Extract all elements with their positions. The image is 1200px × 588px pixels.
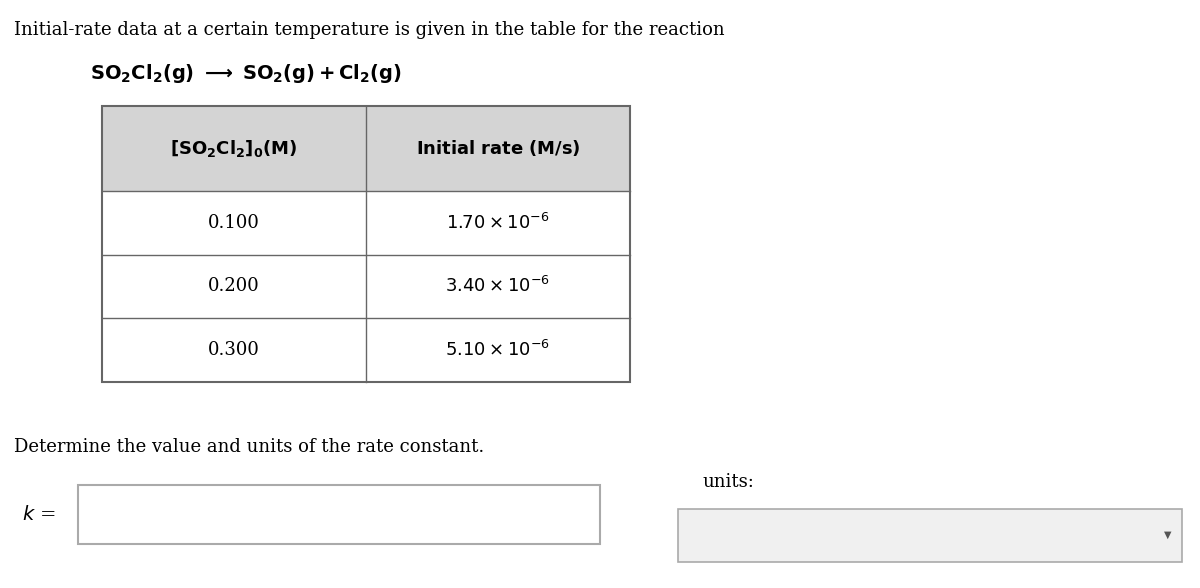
Text: $5.10 \times 10^{-6}$: $5.10 \times 10^{-6}$ [445,340,551,360]
Text: 0.100: 0.100 [208,214,260,232]
Text: $\mathbf{Initial\ rate\ (M/s)}$: $\mathbf{Initial\ rate\ (M/s)}$ [415,138,581,159]
Text: $k$ =: $k$ = [22,505,55,524]
Text: $1.70 \times 10^{-6}$: $1.70 \times 10^{-6}$ [446,213,550,233]
Text: Initial-rate data at a certain temperature is given in the table for the reactio: Initial-rate data at a certain temperatu… [14,21,725,39]
Text: $\mathbf{[SO_2Cl_2]_0(M)}$: $\mathbf{[SO_2Cl_2]_0(M)}$ [170,138,298,159]
Text: $3.40 \times 10^{-6}$: $3.40 \times 10^{-6}$ [445,276,551,296]
Text: Determine the value and units of the rate constant.: Determine the value and units of the rat… [14,438,485,456]
Text: units:: units: [702,473,754,492]
Text: 0.200: 0.200 [208,278,260,295]
Text: $\mathbf{SO_2Cl_2(g)}$$\mathbf{\ \longrightarrow\ }$$\mathbf{SO_2(g) + Cl_2(g)}$: $\mathbf{SO_2Cl_2(g)}$$\mathbf{\ \longri… [90,62,402,85]
Text: ▼: ▼ [1164,530,1171,540]
Text: 0.300: 0.300 [208,341,260,359]
